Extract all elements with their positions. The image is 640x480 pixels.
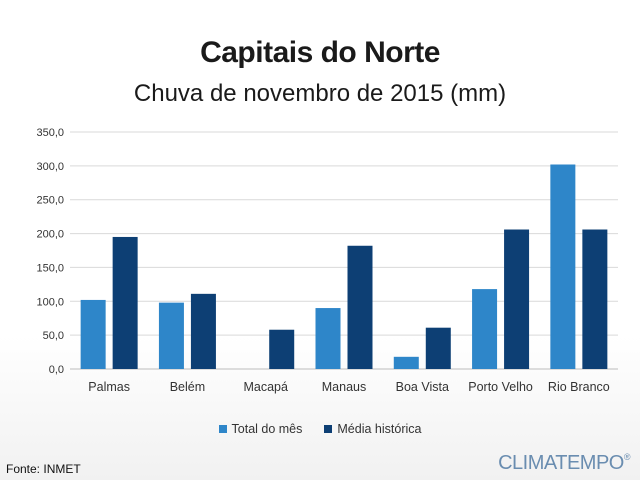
x-tick-label: Boa Vista [396,380,449,394]
x-tick-label: Palmas [88,380,130,394]
chart-subtitle: Chuva de novembro de 2015 (mm) [133,80,507,107]
brand-logo: CLIMATEMPO® [498,452,630,475]
bar-media [582,229,608,369]
y-tick-label: 300,0 [36,161,64,173]
bar-total [472,289,498,369]
brand-registered-mark: ® [623,452,631,462]
legend-item-total: Total do mês [218,422,303,436]
legend-swatch-total [218,425,227,433]
bar-media [347,245,373,369]
bar-media [190,293,216,369]
x-tick-label: Rio Branco [548,380,610,394]
legend-label-media: Média histórica [337,422,422,436]
chart-title: Capitais do Norte [200,36,440,69]
legend-item-media: Média histórica [324,422,421,436]
bar-media [425,327,451,369]
y-tick-label: 200,0 [36,229,64,241]
bar-total [315,308,341,369]
bar-total [80,299,106,369]
legend-swatch-media [324,425,333,433]
legend-label-total: Total do mês [231,422,303,436]
bar-media [269,329,295,369]
bar-media [112,236,138,369]
x-tick-label: Belém [170,380,205,394]
x-tick-label: Porto Velho [468,380,533,394]
y-tick-label: 150,0 [36,262,64,274]
y-tick-label: 250,0 [36,195,64,207]
legend: Total do mês Média histórica [0,422,640,436]
bar-media [504,229,530,369]
brand-name: CLIMATEMPO [498,452,624,474]
x-tick-label: Macapá [243,380,288,394]
bar-total [393,356,419,369]
y-tick-label: 50,0 [43,330,64,342]
bar-total [550,164,576,369]
bar-total [158,302,184,369]
y-tick-label: 0,0 [49,364,64,376]
y-tick-label: 350,0 [36,127,64,139]
x-tick-label: Manaus [322,380,366,394]
y-tick-label: 100,0 [36,296,64,308]
source-note: Fonte: INMET [6,462,81,476]
